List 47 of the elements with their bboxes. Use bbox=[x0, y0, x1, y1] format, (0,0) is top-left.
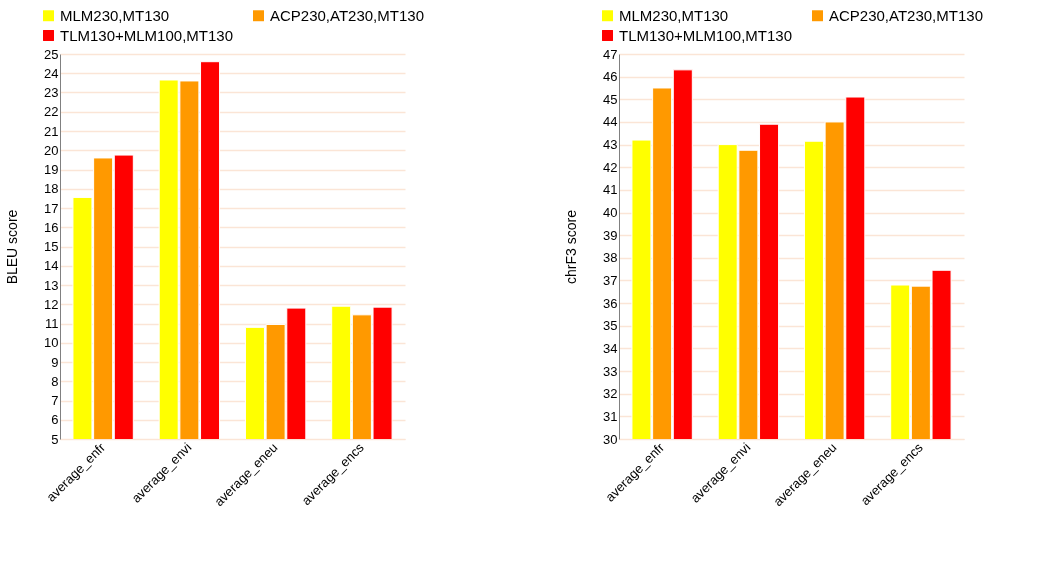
legend-label: ACP230,AT230,MT130 bbox=[829, 6, 983, 24]
y-tick-label: 15 bbox=[44, 239, 59, 254]
y-tick-label: 8 bbox=[51, 373, 59, 389]
y-tick-label: 18 bbox=[44, 181, 59, 197]
legend-label: TLM130+MLM100,MT130 bbox=[60, 26, 233, 44]
y-tick-label: 46 bbox=[603, 69, 618, 85]
y-tick-label: 34 bbox=[603, 340, 618, 356]
y-axis-title: BLEU score bbox=[4, 209, 21, 285]
y-tick-label: 44 bbox=[603, 114, 618, 130]
y-axis-title: chrF3 score bbox=[563, 209, 580, 284]
y-tick-label: 22 bbox=[44, 104, 59, 120]
y-tick-label: 43 bbox=[603, 137, 618, 153]
y-tick-label: 38 bbox=[603, 250, 618, 266]
legend-label: TLM130+MLM100,MT130 bbox=[619, 26, 792, 44]
y-tick-label: 39 bbox=[603, 227, 618, 243]
y-tick-label: 7 bbox=[51, 393, 59, 408]
y-tick-label: 40 bbox=[603, 205, 618, 221]
y-tick-label: 33 bbox=[603, 363, 618, 379]
y-tick-label: 13 bbox=[44, 277, 59, 293]
y-tick-label: 20 bbox=[44, 142, 59, 158]
y-tick-label: 14 bbox=[44, 258, 59, 274]
y-tick-label: 19 bbox=[44, 162, 59, 177]
y-tick-label: 35 bbox=[603, 318, 618, 334]
y-tick-label: 12 bbox=[44, 296, 59, 312]
y-tick-label: 11 bbox=[45, 316, 59, 331]
y-tick-label: 31 bbox=[603, 408, 618, 424]
y-tick-label: 30 bbox=[603, 431, 618, 447]
legend-label: ACP230,AT230,MT130 bbox=[270, 6, 424, 24]
y-tick-label: 6 bbox=[51, 412, 59, 428]
y-tick-label: 16 bbox=[44, 219, 59, 235]
y-tick-label: 42 bbox=[603, 159, 618, 175]
y-tick-label: 9 bbox=[51, 354, 59, 370]
legend-label: MLM230,MT130 bbox=[60, 6, 170, 24]
y-tick-label: 32 bbox=[603, 386, 618, 402]
y-tick-label: 23 bbox=[44, 85, 59, 100]
y-tick-label: 24 bbox=[44, 65, 59, 81]
y-tick-label: 37 bbox=[603, 272, 618, 288]
y-tick-label: 47 bbox=[603, 46, 618, 62]
legend-label: MLM230,MT130 bbox=[619, 6, 729, 24]
y-tick-label: 21 bbox=[44, 123, 59, 139]
y-tick-label: 5 bbox=[51, 431, 59, 447]
y-tick-label: 36 bbox=[603, 295, 618, 311]
y-tick-label: 25 bbox=[44, 46, 59, 62]
y-tick-label: 45 bbox=[603, 91, 618, 107]
y-tick-label: 17 bbox=[44, 200, 59, 216]
y-tick-label: 41 bbox=[603, 182, 618, 198]
y-tick-label: 10 bbox=[44, 335, 59, 351]
